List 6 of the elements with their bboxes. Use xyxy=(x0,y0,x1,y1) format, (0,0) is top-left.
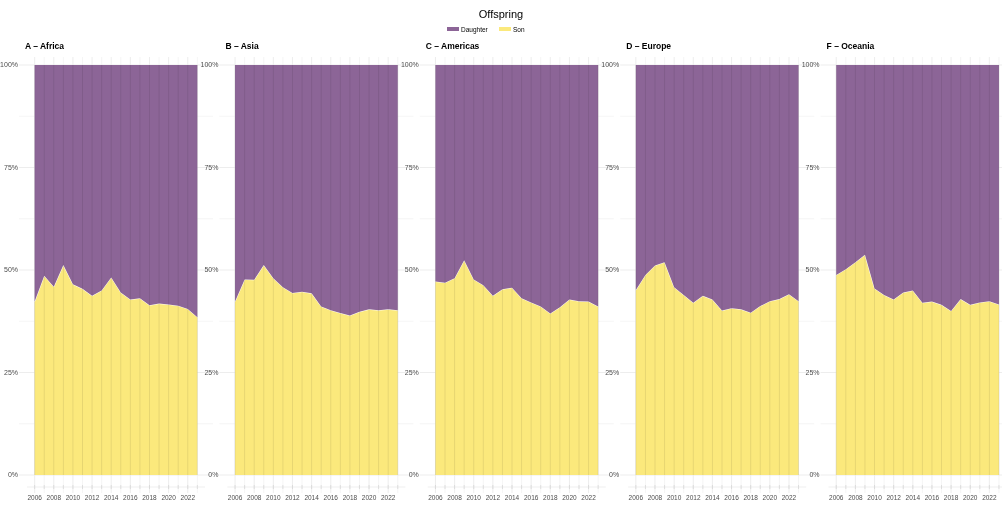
chart-title: F – Oceania xyxy=(826,41,875,51)
chart-title: A – Africa xyxy=(25,41,65,51)
chart-title: B – Asia xyxy=(225,41,259,51)
legend-title: Offspring xyxy=(478,8,524,20)
chart-title: C – Americas xyxy=(425,41,480,51)
chart-title: D – Europe xyxy=(626,41,672,51)
